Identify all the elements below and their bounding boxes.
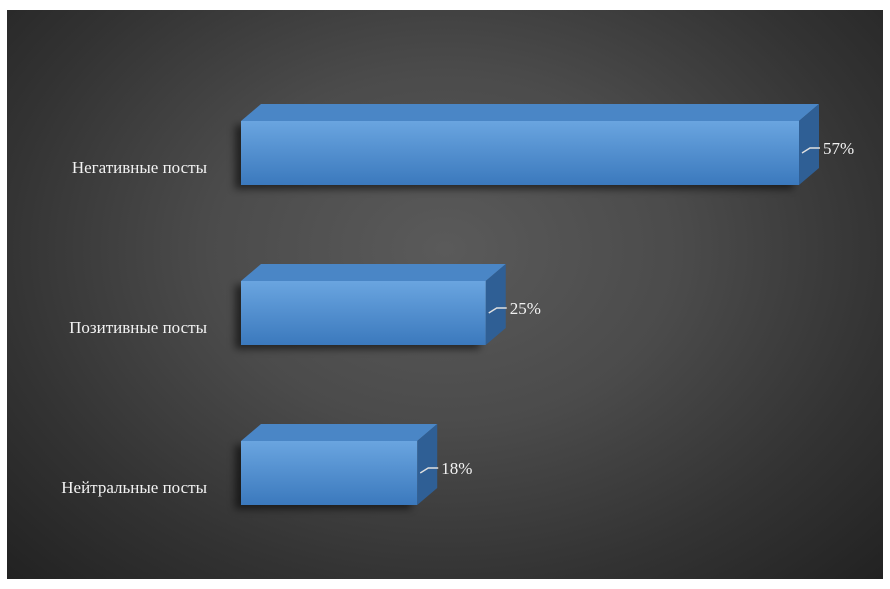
category-label: Нейтральные посты bbox=[61, 478, 207, 497]
bar-group: Нейтральные посты 18% bbox=[61, 424, 472, 509]
category-label: Негативные посты bbox=[72, 158, 208, 177]
bars-layer: Негативные посты 57% Позитивные посты 25% Не… bbox=[61, 104, 854, 509]
bar-top-face bbox=[241, 264, 506, 281]
bar-group: Позитивные посты 25% bbox=[69, 264, 541, 349]
category-label: Позитивные посты bbox=[69, 318, 207, 337]
bar bbox=[241, 281, 486, 345]
data-label: 25% bbox=[510, 299, 541, 318]
bar bbox=[241, 121, 799, 185]
bar-top-face bbox=[241, 104, 819, 121]
leader-line bbox=[488, 307, 507, 314]
bar-side-face bbox=[485, 264, 506, 345]
bar-side-face bbox=[417, 424, 438, 505]
bar-group: Негативные посты 57% bbox=[72, 104, 854, 189]
bar-side-face bbox=[799, 104, 819, 185]
data-label: 18% bbox=[441, 459, 472, 478]
data-label: 57% bbox=[823, 139, 854, 158]
leader-line bbox=[419, 467, 439, 474]
bar bbox=[241, 441, 418, 505]
bar-top-face bbox=[241, 424, 438, 441]
leader-line bbox=[801, 147, 820, 154]
